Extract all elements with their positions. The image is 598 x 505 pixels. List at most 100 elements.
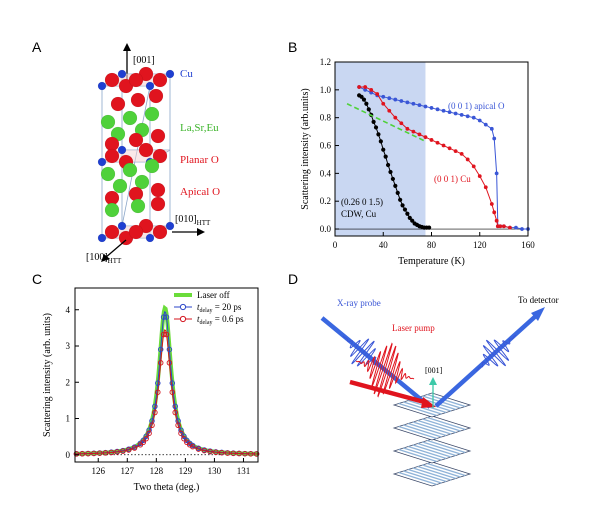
series-t06-point: [236, 450, 242, 457]
series-apical-point: [447, 110, 452, 115]
la-atom: [100, 114, 116, 130]
series-cdw-point: [390, 176, 395, 182]
oxygen-atom: [138, 142, 154, 158]
series-apical-point: [453, 111, 458, 116]
axis-010-arrowhead: [197, 228, 205, 236]
la-atom: [130, 198, 146, 214]
panel-b-letter: B: [288, 39, 297, 55]
cu-atom: [117, 69, 127, 79]
series-t06-point: [247, 451, 254, 457]
layer-stripe: [398, 471, 437, 486]
series-cdw-point: [364, 101, 369, 106]
series-apical-point: [369, 90, 374, 95]
x-tick-label: 40: [379, 240, 389, 250]
legend-t-symbol: t: [197, 302, 200, 312]
series-cu-point: [492, 210, 497, 215]
legend-t-symbol: t: [197, 314, 200, 324]
series-apical-point: [381, 94, 386, 99]
oxygen-atom: [104, 224, 120, 240]
series-cdw-point: [400, 203, 405, 208]
layer-stripe: [398, 448, 437, 463]
series-cu-point: [465, 157, 470, 162]
panel-a-letter: A: [32, 39, 42, 55]
series-cu-point: [417, 132, 422, 137]
series-cu-point: [498, 224, 503, 229]
annotation-apical: (0 0 1) apical O: [448, 101, 505, 111]
axis-100-subscript: HTT: [108, 257, 122, 265]
detector-label: To detector: [518, 295, 559, 305]
cu-atom: [145, 81, 155, 91]
y-tick-label: 1: [66, 414, 71, 424]
la-atom: [122, 110, 138, 126]
x-tick-label: 160: [521, 240, 535, 250]
plot-frame: [74, 287, 259, 463]
cu-atom: [165, 221, 175, 231]
series-t20-point: [181, 433, 187, 440]
series-apical-point: [363, 87, 368, 92]
laser-pump-label: Laser pump: [392, 323, 435, 333]
layer-stripe: [412, 444, 452, 458]
series-laser-off-line: [74, 304, 259, 456]
series-t06-point: [149, 422, 155, 429]
y-tick-label: 0: [66, 450, 71, 460]
sample-axis-arrowhead: [429, 377, 437, 385]
cu-atom: [97, 233, 107, 243]
sample-axis-label: [001]: [425, 366, 443, 375]
legend-delay-subscript: delay: [200, 320, 213, 326]
layer-stripe: [422, 441, 461, 455]
series-t06-point: [213, 449, 219, 455]
series-cu-point: [459, 151, 464, 156]
series-apical-point: [489, 126, 494, 131]
series-t06-point: [155, 389, 161, 395]
series-cu-point: [501, 224, 506, 229]
series-apical-point: [423, 104, 428, 109]
panel-d: D [001] X-ray probe Laser pump To detect…: [288, 271, 559, 487]
cu-atom: [117, 145, 127, 155]
series-t06-point: [120, 448, 126, 454]
series-t20-point: [178, 427, 184, 433]
axis-100-arrowhead: [101, 254, 110, 262]
cu-atom: [145, 233, 155, 243]
series-cdw-point: [359, 94, 364, 99]
layer-stripe: [408, 445, 447, 460]
legend-t20-label: tdelay = 20 ps: [197, 302, 242, 314]
oxygen-atom: [128, 72, 144, 88]
series-t06-point: [166, 360, 173, 366]
layer-stripe: [398, 402, 437, 417]
series-apical-point: [494, 171, 499, 176]
oxygen-atom: [104, 148, 120, 164]
y-tick-label: 0.8: [320, 113, 332, 123]
series-t20-point: [184, 437, 190, 444]
laser-pump-wave: [355, 342, 415, 398]
oxygen-atom: [128, 132, 144, 148]
layer-stripe: [427, 462, 466, 477]
legend-t20-marker: [179, 303, 187, 311]
panel-c: C 126 127 128 129 130 131 0 1 2 3 4 Two theta (deg.…: [32, 271, 260, 493]
series-cu-point: [447, 146, 452, 151]
oxygen-atom: [128, 186, 144, 202]
series-t20-point: [157, 346, 164, 353]
xray-outgoing-wave: [475, 334, 517, 372]
series-apical-point: [465, 114, 470, 119]
series-t06-point: [253, 451, 260, 457]
layer-stripe: [417, 442, 456, 457]
series-t06-point: [230, 450, 237, 457]
panel-b: B 0 40 80 120 160 0.0 0.2 0.4 0.6 0.8 1.0 1.2 Temper…: [288, 39, 535, 267]
cu-atom: [97, 81, 107, 91]
layer-stripe: [408, 468, 447, 483]
series-t06-point: [96, 450, 103, 456]
axis-100-label: [100]HTT: [86, 252, 122, 265]
oxygen-atom: [148, 88, 164, 104]
series-t06-point: [140, 439, 147, 445]
series-cu-point: [494, 218, 499, 223]
series-t06-point: [195, 446, 202, 452]
annotation-cdw-q: (0.26 0 1.5): [341, 197, 383, 207]
series-cu-point: [435, 140, 440, 145]
series-t06-point: [242, 450, 248, 457]
series-t06-point: [157, 360, 164, 366]
series-t06-point: [163, 331, 170, 338]
panel-d-letter: D: [288, 271, 298, 287]
laser-arrowhead: [421, 397, 436, 408]
series-apical-point: [459, 112, 464, 117]
